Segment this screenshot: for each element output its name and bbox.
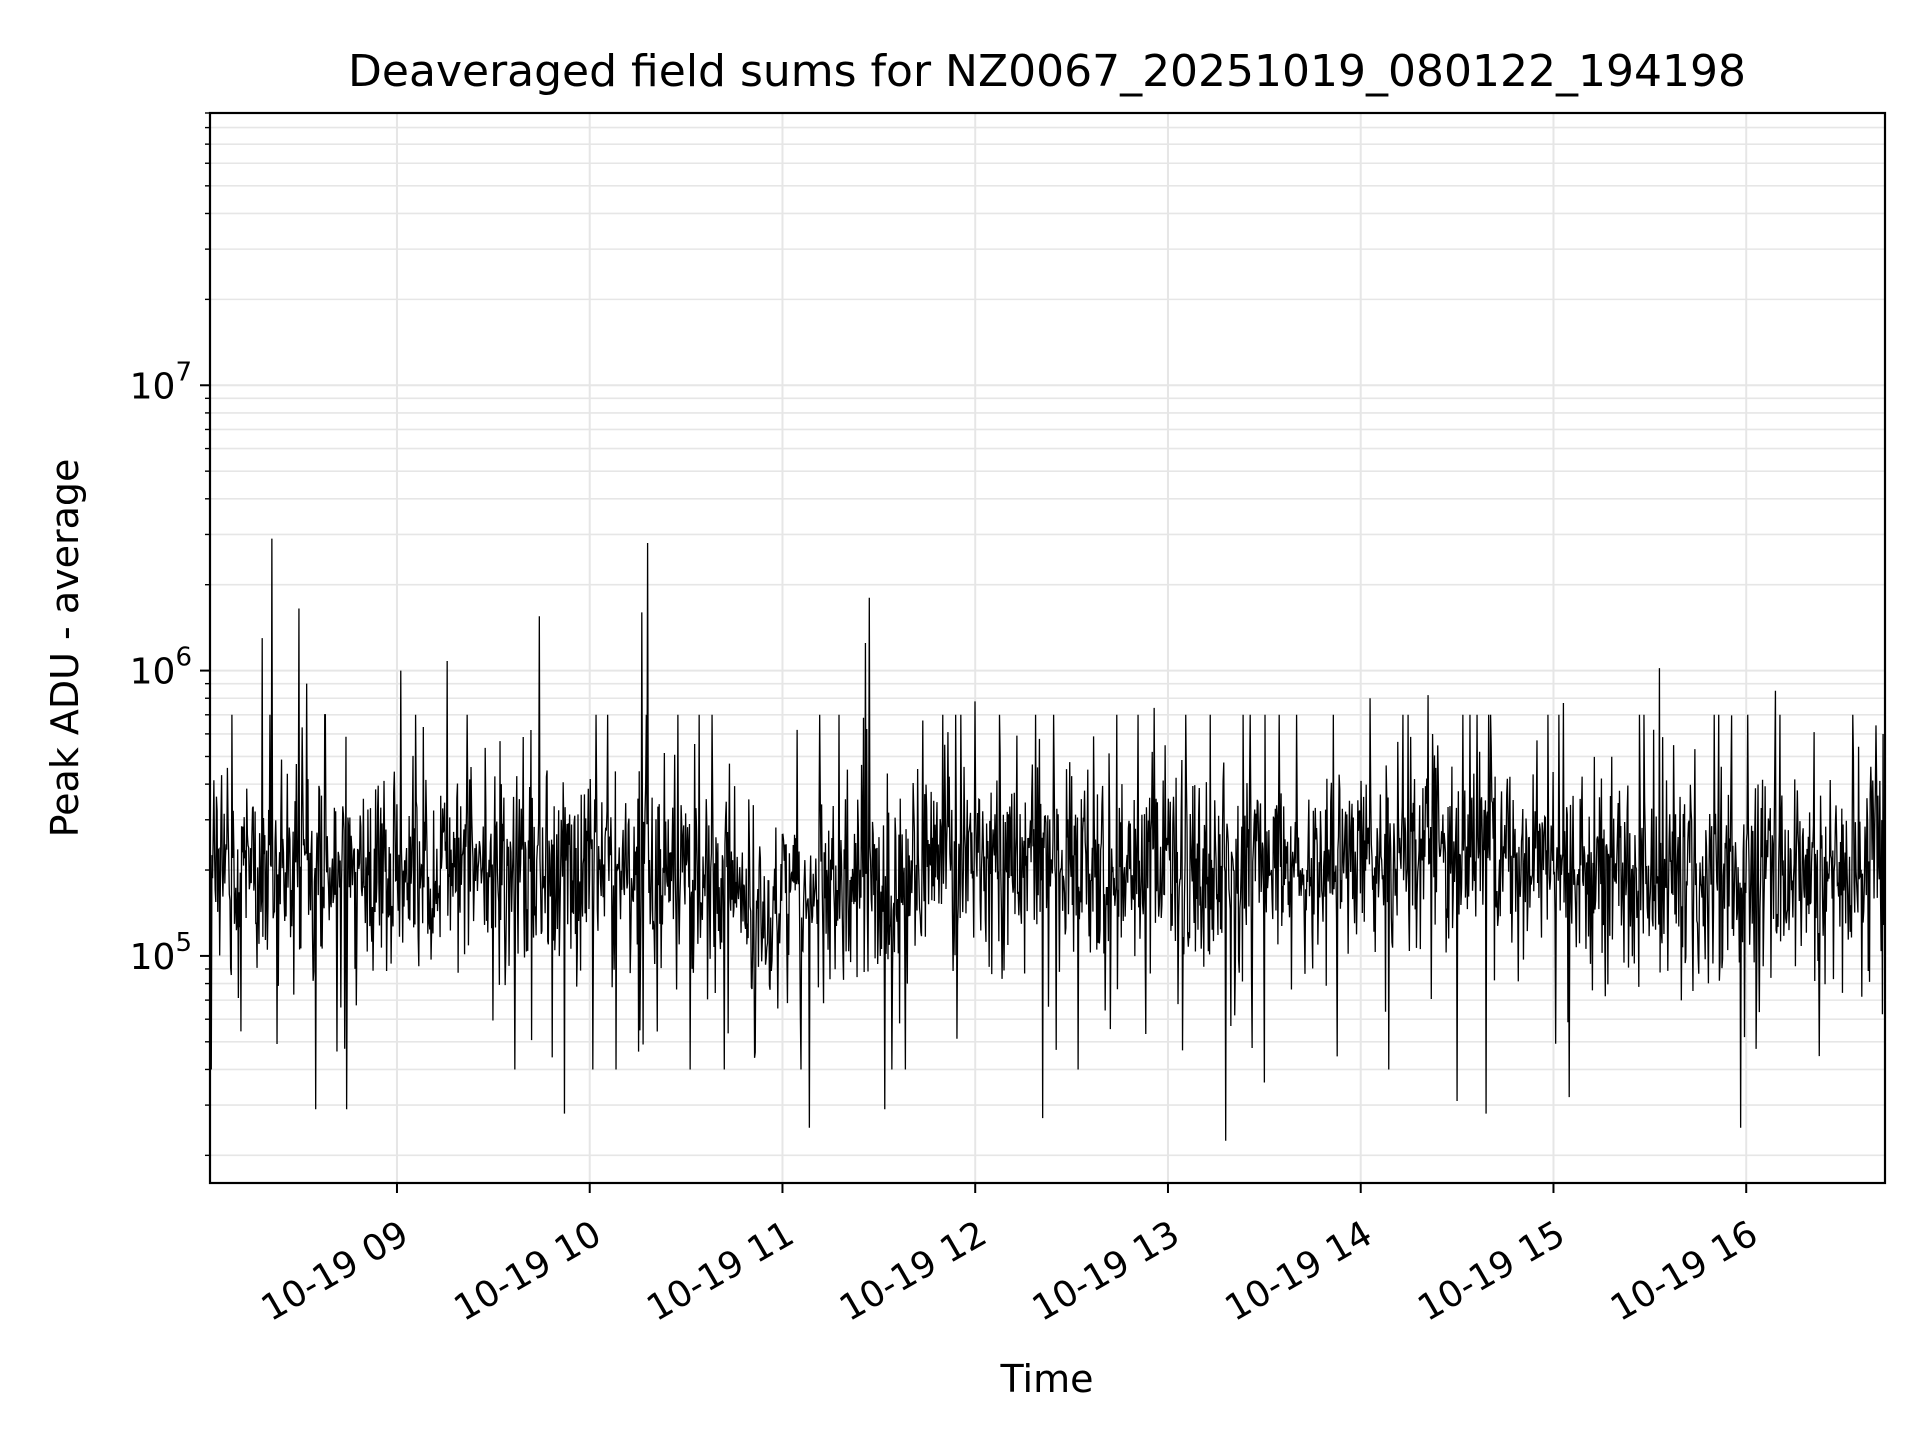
series (209, 538, 1886, 1141)
chart-title: Deaveraged field sums for NZ0067_2025101… (348, 46, 1746, 97)
y-tick-label: 106 (130, 643, 192, 693)
y-tick-label: 107 (130, 357, 192, 407)
series-line (209, 538, 1886, 1141)
y-tick-exponent: 6 (175, 643, 192, 673)
y-axis-label: Peak ADU - average (43, 459, 87, 838)
y-tick-base: 10 (130, 366, 176, 407)
y-tick-label: 105 (130, 928, 192, 978)
y-tick-exponent: 5 (175, 928, 192, 958)
y-tick-base: 10 (130, 652, 176, 693)
plot-frame (208, 111, 1887, 1185)
y-tick-exponent: 7 (175, 357, 192, 387)
y-tick-base: 10 (130, 937, 176, 978)
x-axis-label: Time (1000, 1357, 1094, 1401)
